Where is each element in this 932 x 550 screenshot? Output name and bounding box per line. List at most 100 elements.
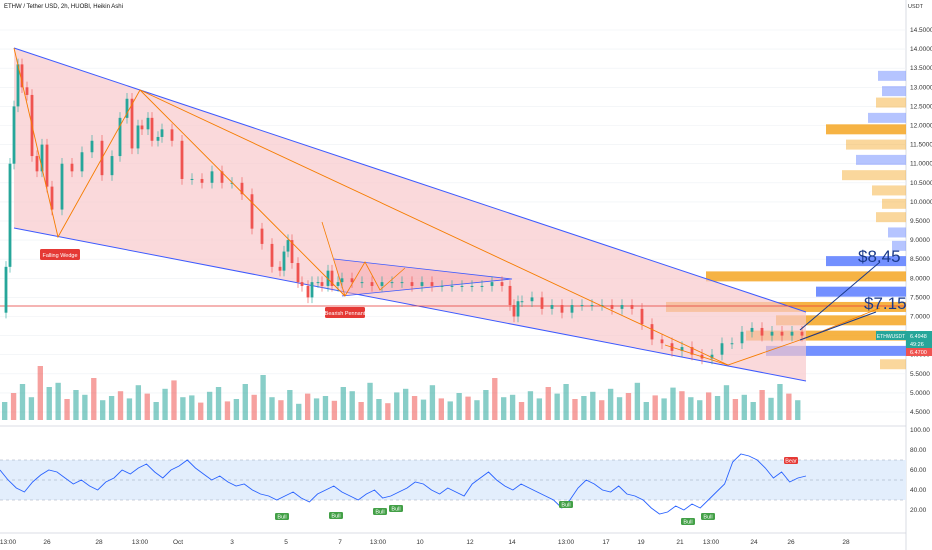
candle-body [650,324,654,340]
bull-marker-label: Bull [331,514,340,520]
volume-bar [269,397,275,420]
time-tick-label: 24 [750,539,758,546]
candle-body [136,125,140,149]
wedge-upper-line [13,47,807,313]
candle-body [16,64,20,107]
candle-body [400,282,404,284]
candle-body [780,331,784,336]
candle-body [360,282,364,284]
volume-bar [331,400,338,420]
volume-bar [233,399,240,420]
price-tick-label: 7.5000 [910,294,930,301]
volume-profile-bar [816,286,906,297]
volume-bar [28,397,35,420]
time-tick-label: 3 [230,539,234,546]
time-tick-label: 7 [338,539,342,546]
target-high-arrow [799,261,881,331]
volume-bar [705,392,712,420]
wedge-lower-line [13,227,807,382]
volume-bar [634,382,641,420]
volume-bar [171,380,177,420]
candle-body [125,98,129,118]
volume-bar [10,393,17,420]
volume-bar [688,397,694,420]
bearish-pennant-label: Bearish Pennant [325,307,366,318]
candle-body [760,327,764,336]
candle-body [156,136,160,141]
candle-body [350,278,354,283]
candle-body [70,163,74,172]
volume-bar [527,391,534,420]
price-tick-label: 13.5000 [910,65,932,72]
candle-body [118,117,122,157]
current-price-tag: 6.4948 [906,331,932,340]
volume-bar [697,400,703,420]
rsi-tick-label: 80.00 [910,447,927,454]
svg-text:ETHWUSDT: ETHWUSDT [877,334,905,340]
volume-bar [679,391,685,420]
price-tick-label: 7.0000 [910,314,930,321]
svg-text:Falling Wedge: Falling Wedge [42,253,77,259]
candle-body [370,282,374,286]
volume-profile-bar [882,198,906,209]
candle-body [500,282,504,286]
bear-marker-label: Bear [785,459,797,465]
price-tick-label: 11.5000 [910,142,932,149]
rsi-tick-label: 100.00 [910,427,930,434]
volume-bar [545,387,551,420]
volume-bar [616,397,623,420]
volume-profile-bar [826,124,906,135]
svg-text:6.4700: 6.4700 [910,350,927,356]
candle-body [530,297,534,302]
candle-body [286,240,290,252]
candle-body [8,163,12,267]
volume-profile-bar [766,345,906,356]
pattern-overlays [13,47,881,366]
volume-bar [2,402,8,420]
candle-body [60,163,64,210]
volume-bar [429,385,436,420]
volume-histogram [2,366,801,420]
volume-bar [403,388,409,420]
volume-bar [251,394,257,420]
candle-body [710,354,714,359]
time-tick-label: 26 [43,539,51,546]
price-tick-label: 9.0000 [910,237,930,244]
bull-marker [275,513,289,520]
volume-bar [518,402,525,420]
candle-body [190,178,194,180]
volume-profile-bar [892,240,906,251]
target-low-label: $7.15 [864,294,907,313]
volume-bar [750,402,756,420]
pennant-wave-path [321,221,406,297]
volume-bar [198,402,204,420]
candle-body [590,305,594,307]
candle-body [80,152,84,172]
candle-body [390,282,394,284]
rsi-panel: Bull Bull Bull Bull Bull Bull Bull Bear [0,453,906,526]
volume-bar [82,394,88,420]
candle-body [146,117,150,130]
volume-bar [394,392,400,420]
time-tick-label: 28 [842,539,850,546]
volume-bar [100,400,106,420]
volume-bar [554,393,560,420]
volume-bar [144,393,150,420]
candle-body [160,129,164,137]
price-tick-label: 5.0000 [910,390,930,397]
candle-body [460,285,464,287]
candle-body [50,186,54,210]
candle-body [680,347,684,351]
volume-profile-bar [878,70,906,81]
volume-bar [385,403,391,420]
time-tick-label: 5 [284,539,288,546]
price-tick-label: 4.5000 [910,409,930,416]
elliott-wave-path [13,47,346,297]
volume-bar [189,395,195,420]
price-tick-label: 10.0000 [910,199,932,206]
volume-bar [46,387,52,420]
volume-bar [795,400,801,420]
volume-bar [358,402,364,420]
candle-body [90,140,94,153]
